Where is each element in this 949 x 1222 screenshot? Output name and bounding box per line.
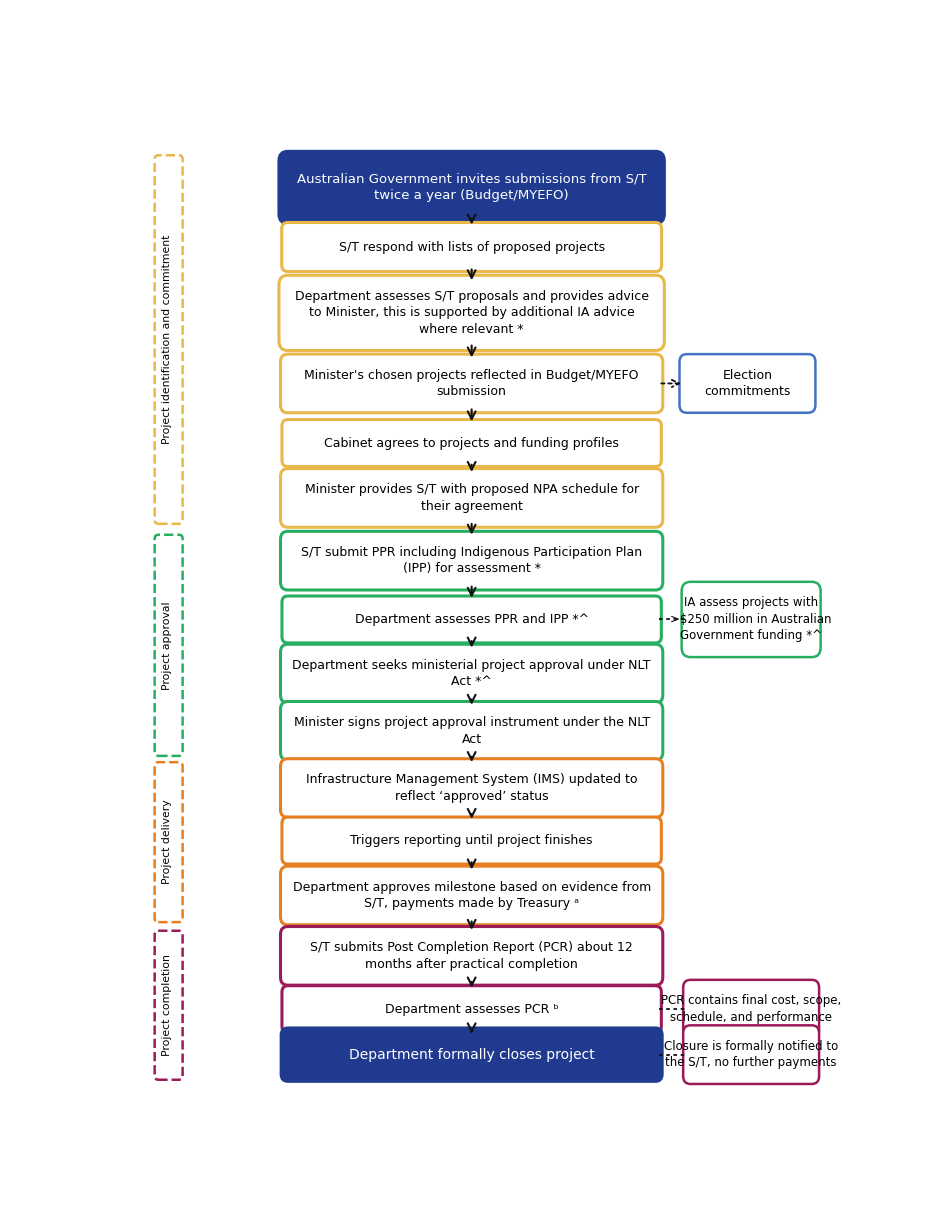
Text: Department approves milestone based on evidence from
S/T, payments made by Treas: Department approves milestone based on e… <box>292 881 651 910</box>
FancyBboxPatch shape <box>281 759 662 818</box>
FancyBboxPatch shape <box>281 926 662 985</box>
FancyBboxPatch shape <box>282 222 661 271</box>
FancyBboxPatch shape <box>282 596 661 643</box>
Text: Department assesses PCR ᵇ: Department assesses PCR ᵇ <box>384 1003 559 1015</box>
FancyBboxPatch shape <box>281 1028 662 1081</box>
Text: PCR contains final cost, scope,
schedule, and performance: PCR contains final cost, scope, schedule… <box>661 995 841 1024</box>
FancyBboxPatch shape <box>279 152 664 224</box>
Text: IA assess projects with
>$250 million in Australian
Government funding *^: IA assess projects with >$250 million in… <box>670 596 832 643</box>
Text: Project delivery: Project delivery <box>162 800 172 885</box>
Text: Department seeks ministerial project approval under NLT
Act *^: Department seeks ministerial project app… <box>292 659 651 688</box>
Text: Triggers reporting until project finishes: Triggers reporting until project finishe… <box>350 835 593 847</box>
Text: Department assesses PPR and IPP *^: Department assesses PPR and IPP *^ <box>355 613 588 626</box>
FancyBboxPatch shape <box>281 532 662 590</box>
Text: Project identification and commitment: Project identification and commitment <box>162 235 172 445</box>
Text: S/T submit PPR including Indigenous Participation Plan
(IPP) for assessment *: S/T submit PPR including Indigenous Part… <box>301 546 642 576</box>
Text: Project completion: Project completion <box>162 954 172 1056</box>
Text: Closure is formally notified to
the S/T, no further payments: Closure is formally notified to the S/T,… <box>664 1040 838 1069</box>
FancyBboxPatch shape <box>282 986 661 1033</box>
FancyBboxPatch shape <box>281 354 662 413</box>
FancyBboxPatch shape <box>679 354 815 413</box>
Text: S/T respond with lists of proposed projects: S/T respond with lists of proposed proje… <box>339 241 605 253</box>
FancyBboxPatch shape <box>282 419 661 467</box>
Text: Minister signs project approval instrument under the NLT
Act: Minister signs project approval instrume… <box>293 716 650 745</box>
Text: Minister provides S/T with proposed NPA schedule for
their agreement: Minister provides S/T with proposed NPA … <box>305 483 639 513</box>
Text: Infrastructure Management System (IMS) updated to
reflect ‘approved’ status: Infrastructure Management System (IMS) u… <box>306 774 638 803</box>
Text: Australian Government invites submissions from S/T
twice a year (Budget/MYEFO): Australian Government invites submission… <box>297 172 646 202</box>
FancyBboxPatch shape <box>281 644 662 703</box>
FancyBboxPatch shape <box>683 980 819 1039</box>
FancyBboxPatch shape <box>281 866 662 925</box>
FancyBboxPatch shape <box>279 275 664 351</box>
FancyBboxPatch shape <box>683 1025 819 1084</box>
Text: Cabinet agrees to projects and funding profiles: Cabinet agrees to projects and funding p… <box>325 436 619 450</box>
Text: Minister's chosen projects reflected in Budget/MYEFO
submission: Minister's chosen projects reflected in … <box>305 369 639 398</box>
Text: S/T submits Post Completion Report (PCR) about 12
months after practical complet: S/T submits Post Completion Report (PCR)… <box>310 941 633 970</box>
Text: Department assesses S/T proposals and provides advice
to Minister, this is suppo: Department assesses S/T proposals and pr… <box>294 290 649 336</box>
Text: Election
commitments: Election commitments <box>704 369 791 398</box>
FancyBboxPatch shape <box>281 468 662 527</box>
FancyBboxPatch shape <box>282 818 661 864</box>
Text: Department formally closes project: Department formally closes project <box>349 1047 594 1062</box>
Text: Project approval: Project approval <box>162 601 172 689</box>
FancyBboxPatch shape <box>281 701 662 760</box>
FancyBboxPatch shape <box>681 582 821 657</box>
